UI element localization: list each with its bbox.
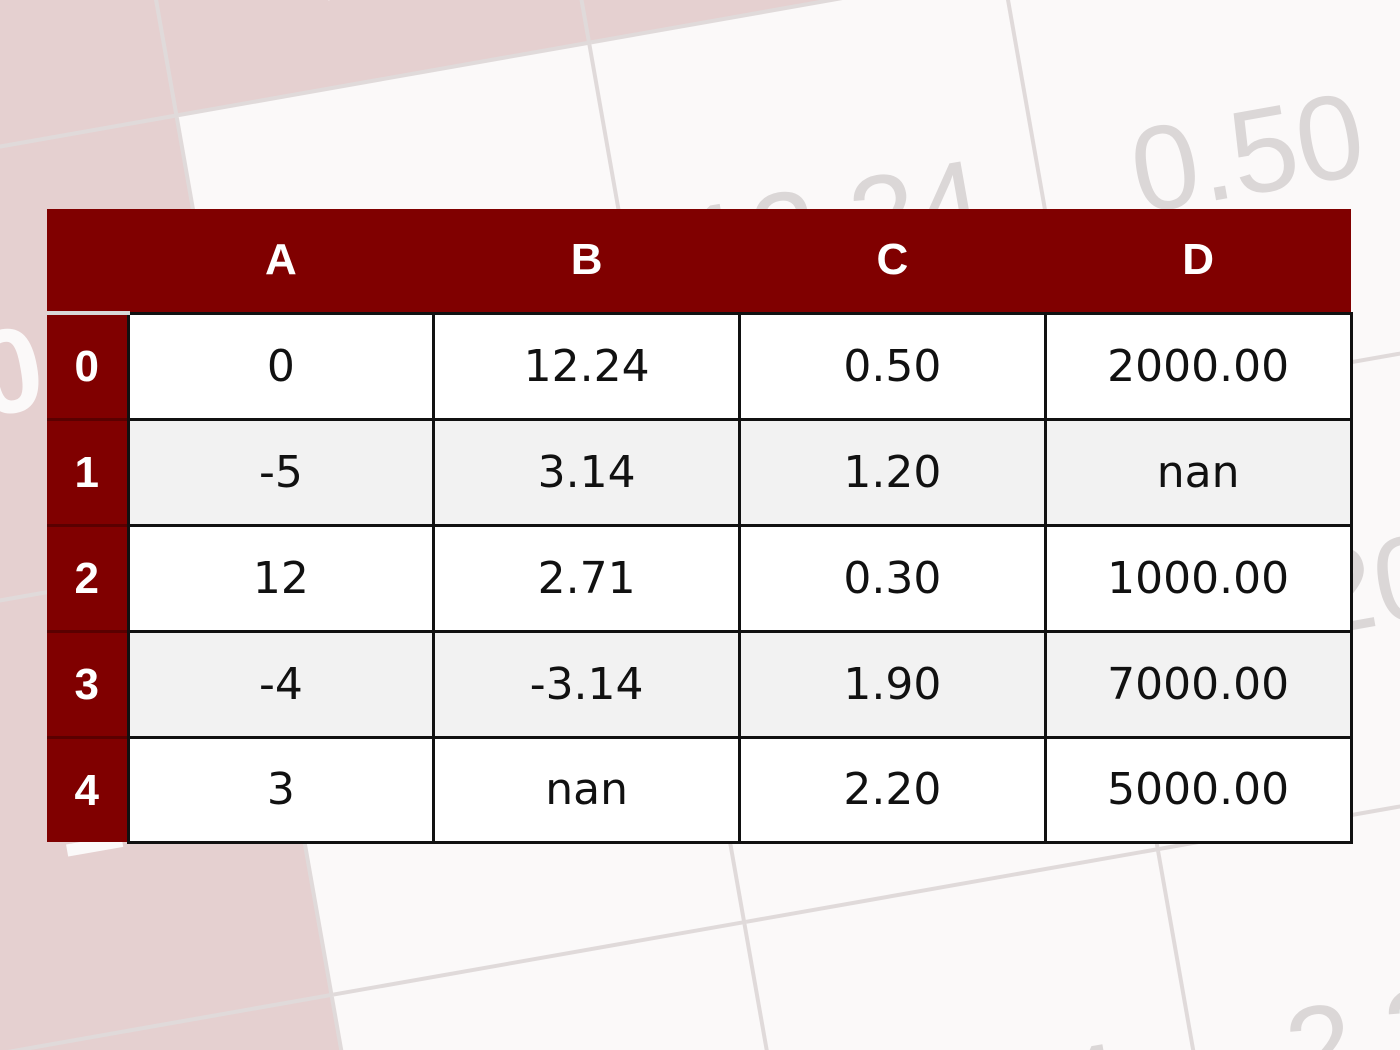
table-cell: nan [432,736,741,844]
column-header-c: C [739,209,1046,313]
table-cell: 0 [126,311,436,421]
bg-row-index: 3 [0,995,410,1050]
bg-cell: -4 [331,922,823,1050]
row-index: 2 [47,524,128,632]
table-cell: 3 [126,736,436,844]
table-cell: 0.50 [738,311,1047,421]
table-cell: 12.24 [432,311,741,421]
table-cell: -5 [126,418,436,527]
bg-cell: -3.14 [744,849,1235,1050]
index-header-cell [47,209,128,313]
table-cell: 1000.00 [1043,524,1353,633]
row-index: 0 [47,311,128,420]
data-table: A B C D 0 0 12.24 0.50 2000.00 1 -5 3.14… [47,209,1353,844]
table-cell: 12 [126,524,436,633]
table-row: 4 3 nan 2.20 5000.00 [47,736,1353,844]
table-cell: nan [1043,418,1353,527]
table-row: 0 0 12.24 0.50 2000.00 [47,311,1353,421]
table-cell: 3.14 [432,418,741,527]
table-cell: 1.20 [738,418,1047,527]
bg-col-header: B [544,0,1003,43]
table-cell: 2000.00 [1043,311,1353,421]
row-index: 1 [47,418,128,526]
table-cell: 0.30 [738,524,1047,633]
table-row: 3 -4 -3.14 1.90 7000.00 [47,630,1353,739]
header-row: A B C D [47,209,1351,313]
table-row: 2 12 2.71 0.30 1000.00 [47,524,1353,633]
bg-corner-cell [0,0,177,189]
table-cell: 5000.00 [1043,736,1353,844]
column-header-a: A [128,209,434,313]
table-cell: -3.14 [432,630,741,739]
table-cell: 7000.00 [1043,630,1353,739]
column-header-b: B [433,209,740,313]
row-index: 4 [47,736,128,842]
table-cell: 2.71 [432,524,741,633]
table-cell: -4 [126,630,436,739]
bg-col-header: A [132,0,590,116]
column-header-d: D [1045,209,1351,313]
row-index: 3 [47,630,128,738]
table-row: 1 -5 3.14 1.20 nan [47,418,1353,527]
table-cell: 2.20 [738,736,1047,844]
table-cell: 1.90 [738,630,1047,739]
